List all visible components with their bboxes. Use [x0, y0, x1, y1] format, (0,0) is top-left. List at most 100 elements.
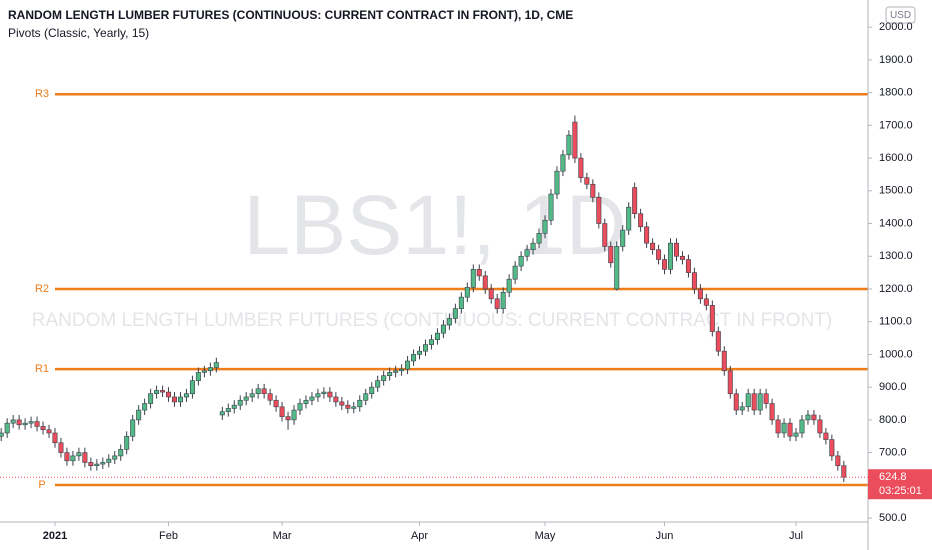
candle-body [255, 388, 261, 395]
candle-body [136, 409, 142, 421]
candle-body [590, 183, 596, 198]
candle-body [160, 390, 166, 393]
candle-body [476, 269, 482, 277]
candle-body [727, 370, 733, 395]
candle-body [506, 278, 512, 293]
candle-body [673, 242, 679, 257]
watermark-subtitle: RANDOM LENGTH LUMBER FUTURES (CONTINUOUS… [32, 310, 832, 331]
candle-body [279, 406, 285, 417]
candle-body [88, 462, 94, 467]
candle-body [64, 452, 70, 462]
candle-body [183, 393, 189, 398]
last-price-label: 624.8 [879, 471, 907, 483]
candle-body [440, 324, 446, 334]
y-tick-label: 700.0 [879, 447, 907, 459]
candle-body [0, 432, 4, 437]
candle-body [464, 287, 470, 298]
candle-body [554, 170, 560, 195]
x-tick-label: Jul [789, 530, 803, 542]
y-tick-label: 1100.0 [879, 316, 912, 328]
candle-body [566, 134, 572, 156]
candle-body [458, 296, 464, 309]
candle-body [315, 393, 321, 398]
candle-body [177, 396, 183, 403]
candle-body [70, 455, 76, 462]
candle-body [52, 432, 58, 444]
y-tick-label: 800.0 [879, 414, 907, 426]
candle-body [841, 465, 847, 478]
candle-body [267, 393, 273, 401]
candle-body [309, 396, 315, 401]
candle-body [811, 414, 817, 421]
candle-body [524, 249, 530, 257]
candle-body [745, 393, 751, 408]
candle-body [82, 452, 88, 463]
candle-body [333, 396, 339, 403]
x-tick-label: May [535, 530, 556, 542]
candle-body [488, 288, 494, 300]
candle-body [793, 432, 799, 437]
candle-body [829, 439, 835, 457]
currency-box[interactable] [885, 6, 916, 24]
pivot-label: R2 [35, 283, 49, 295]
candle-body [422, 344, 428, 352]
candle-body [411, 354, 417, 362]
candle-body [207, 367, 213, 372]
candle-body [602, 223, 608, 247]
candle-body [781, 422, 787, 434]
candle-body [225, 408, 231, 413]
candle-body [154, 390, 160, 395]
candle-body [321, 391, 327, 395]
y-tick-label: 1000.0 [879, 348, 913, 360]
candle-body [237, 399, 243, 406]
currency-label[interactable]: USD [890, 10, 911, 21]
candle-body [118, 449, 124, 457]
candle-body [16, 419, 22, 426]
x-tick-label: Feb [159, 530, 178, 542]
candle-body [417, 350, 423, 355]
y-tick-label: 1400.0 [879, 217, 913, 229]
candle-body [763, 393, 769, 404]
pivot-label: P [38, 479, 45, 491]
candle-body [650, 242, 656, 251]
y-tick-label: 1500.0 [879, 185, 913, 197]
candle-body [428, 339, 434, 345]
candle-body [715, 331, 721, 352]
candle-body [34, 421, 40, 427]
candle-body [548, 193, 554, 221]
candle-body [273, 399, 279, 408]
candle-body [512, 265, 518, 280]
candle-body [620, 229, 626, 247]
candle-body [823, 432, 829, 440]
candle-body [757, 393, 763, 411]
candle-body [297, 403, 303, 411]
candle-body [494, 298, 500, 309]
candle-body [638, 213, 644, 228]
candle-body [608, 246, 614, 264]
y-tick-label: 1800.0 [879, 87, 913, 99]
candle-body [500, 291, 506, 309]
candle-body [817, 419, 823, 434]
candle-body [195, 372, 201, 381]
candle-body [393, 370, 399, 373]
candle-body [542, 219, 548, 234]
candle-body [536, 233, 542, 244]
candle-body [249, 393, 255, 398]
x-tick-label: Apr [411, 530, 428, 542]
candle-body [799, 419, 805, 434]
candle-body [327, 391, 333, 398]
candle-body [697, 288, 703, 300]
candle-body [58, 442, 64, 453]
y-tick-label: 900.0 [879, 381, 907, 393]
candle-body [632, 187, 638, 215]
pivot-label: R3 [35, 88, 49, 100]
candle-body [357, 399, 363, 408]
candle-body [130, 419, 136, 437]
candle-body [787, 422, 793, 437]
candle-body [40, 426, 46, 431]
candle-body [46, 429, 52, 434]
candle-body [662, 259, 668, 270]
y-tick-label: 1700.0 [879, 119, 913, 131]
